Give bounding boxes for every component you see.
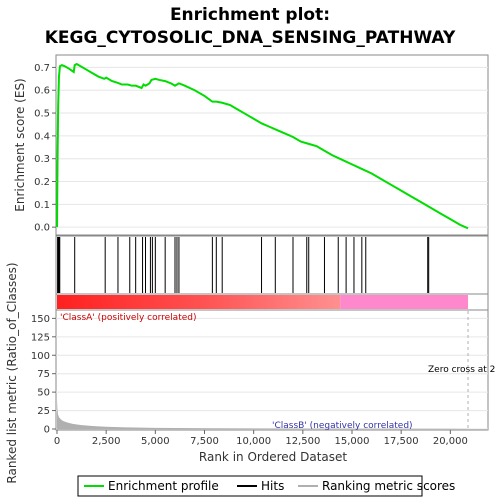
es-y-tick-label: 0.2 xyxy=(34,177,50,188)
es-y-tick-label: 0.7 xyxy=(34,63,50,74)
es-panel: 0.0 0.1 0.2 0.3 0.4 0.5 0.6 0.7 Enrichment scor… xyxy=(13,54,489,236)
metric-y-tick-label: 100 xyxy=(31,351,50,362)
legend-label-metric: Ranking metric scores xyxy=(322,479,455,493)
rank-color-bar xyxy=(55,293,489,311)
x-tick-label: 0 xyxy=(54,436,60,447)
es-y-tick-label: 0.1 xyxy=(34,200,50,211)
x-tick-label: 7,500 xyxy=(190,436,219,447)
metric-y-tick-label: 50 xyxy=(37,388,50,399)
x-tick-label: 17,500 xyxy=(384,436,419,447)
metric-y-ticks: 0 25 50 75 100 125 150 xyxy=(31,314,56,436)
metric-y-tick-label: 75 xyxy=(37,369,50,380)
x-tick-label: 15,000 xyxy=(335,436,370,447)
es-panel-frame xyxy=(55,54,489,236)
color-bar-positive xyxy=(57,295,341,309)
metric-x-ticks: 0 2,500 5,000 7,500 10,000 12,500 15,000 17,500… xyxy=(54,430,468,447)
class-b-label: 'ClassB' (negatively correlated) xyxy=(272,421,413,431)
x-tick-label: 10,000 xyxy=(236,436,271,447)
x-tick-label: 2,500 xyxy=(92,436,121,447)
legend: Enrichment profile Hits Ranking metric s… xyxy=(77,475,455,497)
es-y-ticks: 0.0 0.1 0.2 0.3 0.4 0.5 0.6 0.7 xyxy=(34,63,56,234)
color-bar-negative xyxy=(340,295,469,309)
hits-panel-frame xyxy=(55,235,489,295)
metric-y-tick-label: 125 xyxy=(31,332,50,343)
metric-panel-frame xyxy=(55,309,489,431)
x-tick-label: 20,000 xyxy=(433,436,468,447)
legend-label-es: Enrichment profile xyxy=(108,479,219,493)
x-axis-label: Rank in Ordered Dataset xyxy=(199,450,347,464)
legend-label-hits: Hits xyxy=(261,479,284,493)
metric-y-tick-label: 25 xyxy=(37,406,50,417)
es-y-axis-label: Enrichment score (ES) xyxy=(13,78,27,211)
metric-panel: 0 25 50 75 100 125 150 0 2,500 5,000 7,500 10,000 1… xyxy=(5,262,495,483)
metric-grid xyxy=(56,317,488,430)
es-y-tick-label: 0.3 xyxy=(34,154,50,165)
chart-title-line2: KEGG_CYTOSOLIC_DNA_SENSING_PATHWAY xyxy=(45,28,456,48)
hits-panel xyxy=(55,235,489,295)
es-y-tick-label: 0.0 xyxy=(34,223,50,234)
es-y-tick-label: 0.5 xyxy=(34,109,50,120)
chart-title-line1: Enrichment plot: xyxy=(170,5,330,25)
zero-cross-label: Zero cross at 2 xyxy=(428,365,495,375)
es-grid xyxy=(56,66,488,228)
metric-y-tick-label: 150 xyxy=(31,314,50,325)
x-tick-label: 12,500 xyxy=(285,436,320,447)
metric-y-axis-label: Ranked list metric (Ratio_of_Classes) xyxy=(5,262,19,483)
hits-lines xyxy=(57,237,430,293)
es-y-tick-label: 0.6 xyxy=(34,86,50,97)
es-y-tick-label: 0.4 xyxy=(34,131,50,142)
x-tick-label: 5,000 xyxy=(141,436,170,447)
class-a-label: 'ClassA' (positively correlated) xyxy=(60,313,197,323)
metric-y-tick-label: 0 xyxy=(44,425,50,436)
es-line xyxy=(56,62,469,230)
